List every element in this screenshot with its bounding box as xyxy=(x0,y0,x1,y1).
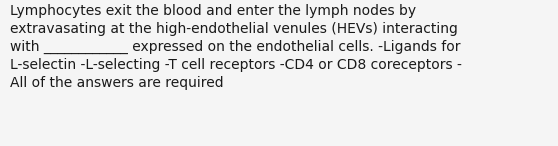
Text: Lymphocytes exit the blood and enter the lymph nodes by
extravasating at the hig: Lymphocytes exit the blood and enter the… xyxy=(10,4,462,90)
